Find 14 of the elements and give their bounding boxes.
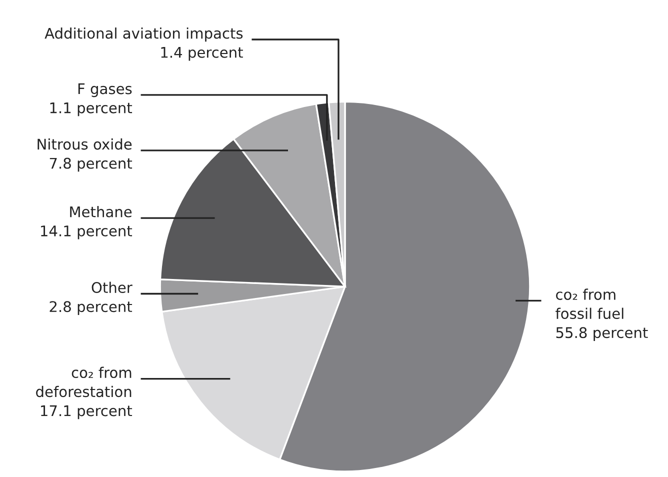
data-label: 1.1 percent [50, 102, 132, 116]
slice-label: Methane [70, 206, 132, 218]
slice-label: Additional aviation impacts [44, 27, 243, 42]
slice-label: Other [92, 282, 132, 294]
slice-label: F gases [78, 83, 132, 98]
data-label: 1.4 percent [161, 47, 243, 61]
slice-label: co₂ from deforestation [36, 366, 132, 398]
slice-label: Nitrous oxide [38, 138, 132, 150]
data-label: 7.8 percent [50, 158, 132, 172]
data-label: 14.1 percent [41, 226, 132, 240]
data-label: 55.8 percent [556, 327, 648, 341]
data-label: 17.1 percent [41, 405, 132, 420]
data-label: 2.8 percent [50, 301, 132, 315]
slice-label: co₂ from fossil fuel [556, 288, 624, 320]
